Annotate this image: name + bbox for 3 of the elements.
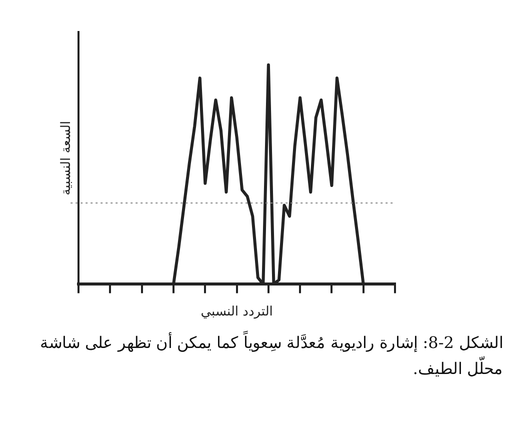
text: الشكل 2-8: إشارة راديوية مُعدَّلة سِعوياً كما يمكن أن تظهر على شاشة محلّل الطيف. <box>38 330 503 380</box>
y-axis-title: السعة النسبية <box>59 120 74 196</box>
x-axis-title: التردد النسبي <box>200 304 273 320</box>
